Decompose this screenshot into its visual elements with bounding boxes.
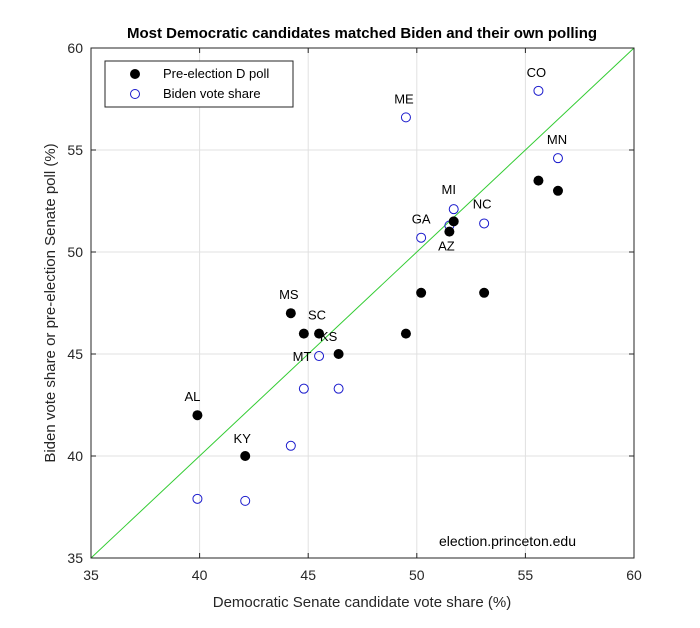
state-label-nc: NC	[473, 196, 492, 211]
state-label-ks: KS	[320, 329, 338, 344]
legend-label-poll: Pre-election D poll	[163, 66, 269, 81]
reference-line-group	[90, 47, 635, 559]
y-axis-title: Biden vote share or pre-election Senate …	[42, 143, 59, 462]
x-tick-label: 55	[518, 567, 534, 583]
poll-point-7	[416, 287, 427, 298]
legend-box	[104, 60, 294, 108]
x-axis-title: Democratic Senate candidate vote share (…	[213, 594, 511, 611]
grid-lines	[90, 47, 635, 559]
x-tick-label: 40	[192, 567, 208, 583]
legend-marker-filled	[130, 69, 140, 79]
plot-frame	[90, 47, 635, 559]
state-label-ga: GA	[412, 212, 431, 227]
y-tick-label: 60	[67, 40, 83, 56]
state-label-ky: KY	[234, 431, 252, 446]
x-tick-label: 50	[409, 567, 425, 583]
poll-point-12	[552, 185, 563, 196]
chart-title: Most Democratic candidates matched Biden…	[127, 25, 597, 42]
state-label-ms: MS	[279, 287, 299, 302]
x-tick-label: 60	[626, 567, 642, 583]
poll-point-9	[448, 216, 459, 227]
poll-point-10	[479, 287, 490, 298]
poll-point-1	[240, 451, 251, 461]
poll-point-2	[285, 308, 296, 319]
state-label-sc: SC	[308, 308, 326, 323]
poll-point-4	[314, 328, 325, 339]
poll-point-11	[533, 175, 544, 186]
biden-point-9	[448, 204, 459, 215]
poll-point-8	[444, 226, 455, 237]
source-annotation: election.princeton.edu	[439, 533, 576, 549]
poll-point-3	[298, 328, 309, 339]
state-label-al: AL	[184, 389, 200, 404]
biden-point-11	[533, 85, 544, 96]
biden-point-10	[479, 218, 490, 229]
biden-point-2	[285, 440, 296, 451]
legend-label-biden: Biden vote share	[163, 86, 261, 101]
biden-point-1	[240, 495, 251, 506]
poll-point-6	[400, 328, 411, 339]
x-tick-label: 35	[83, 567, 99, 583]
x-tick-label: 45	[300, 567, 316, 583]
biden-point-3	[298, 383, 309, 394]
biden-point-12	[552, 153, 563, 164]
biden-point-0	[192, 493, 203, 504]
state-label-mt: MT	[293, 349, 312, 364]
state-label-mn: MN	[547, 132, 567, 147]
data-markers	[192, 85, 563, 506]
biden-point-6	[400, 112, 411, 123]
axis-ticks: 35 40 45 50 55 60 35 40 45 50 55 60	[67, 40, 642, 583]
biden-point-4	[314, 351, 325, 362]
y-tick-label: 55	[67, 142, 83, 158]
reference-line	[90, 47, 635, 559]
y-tick-label: 40	[67, 448, 83, 464]
biden-point-5	[333, 383, 344, 394]
poll-point-5	[333, 349, 344, 359]
state-label-me: ME	[394, 91, 414, 106]
y-tick-label: 45	[67, 346, 83, 362]
state-label-mi: MI	[441, 182, 455, 197]
biden-point-7	[416, 232, 427, 243]
state-labels: AL KY MS SC KS MT ME GA MI AZ NC CO MN	[184, 65, 567, 446]
legend: Pre-election D poll Biden vote share	[104, 60, 294, 108]
state-label-az: AZ	[438, 239, 455, 254]
y-tick-label: 50	[67, 244, 83, 260]
legend-marker-open	[130, 89, 140, 99]
y-tick-label: 35	[67, 550, 83, 566]
state-label-co: CO	[527, 65, 547, 80]
poll-point-0	[192, 410, 203, 421]
